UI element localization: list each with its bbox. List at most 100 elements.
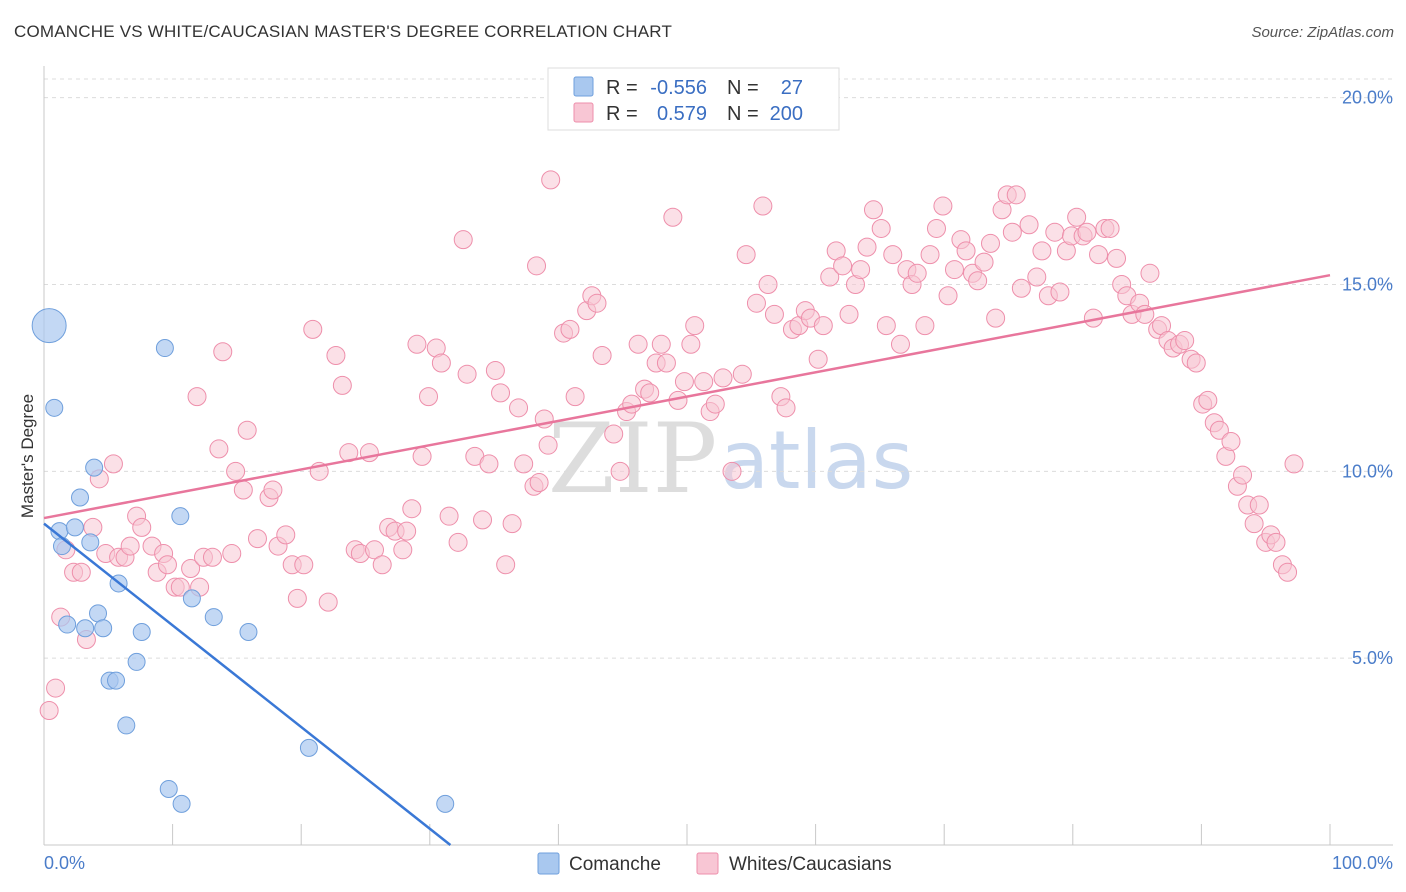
data-point-white bbox=[986, 308, 1006, 328]
data-point-white bbox=[39, 700, 59, 720]
legend-r-value-comanche: -0.556 bbox=[650, 77, 707, 99]
data-point-white bbox=[758, 275, 778, 295]
series-whites-caucasians bbox=[39, 170, 1304, 720]
y-tick-labels: 5.0% 10.0% 15.0% 20.0% bbox=[1342, 88, 1393, 668]
legend-n-value-comanche: 27 bbox=[781, 77, 803, 99]
data-point-white bbox=[933, 196, 953, 216]
y-tick-label: 15.0% bbox=[1342, 275, 1393, 295]
data-point-white bbox=[372, 555, 392, 575]
data-point-white bbox=[276, 525, 296, 545]
data-point-white bbox=[509, 398, 529, 418]
data-point-white bbox=[610, 461, 630, 481]
data-point-white bbox=[187, 387, 207, 407]
data-point-white bbox=[222, 544, 242, 564]
data-point-white bbox=[1032, 241, 1052, 261]
x-tick-label-max: 100.0% bbox=[1332, 853, 1393, 873]
data-point-white bbox=[233, 480, 253, 500]
data-point-white bbox=[1249, 495, 1269, 515]
data-point-white bbox=[883, 245, 903, 265]
data-point-white bbox=[1233, 465, 1253, 485]
data-point-white bbox=[565, 387, 585, 407]
data-point-white bbox=[1050, 282, 1070, 302]
data-point-white bbox=[651, 334, 671, 354]
legend-r-label-comanche: R = bbox=[606, 77, 638, 99]
data-point-comanche bbox=[127, 652, 146, 671]
data-point-white bbox=[938, 286, 958, 306]
data-point-white bbox=[1140, 263, 1160, 283]
data-point-white bbox=[1011, 278, 1031, 298]
data-point-white bbox=[479, 454, 499, 474]
data-point-white bbox=[1019, 215, 1039, 235]
data-point-white bbox=[397, 521, 417, 541]
data-point-white bbox=[764, 304, 784, 324]
data-point-white bbox=[808, 349, 828, 369]
data-point-white bbox=[681, 334, 701, 354]
x-tick-label-min: 0.0% bbox=[44, 853, 85, 873]
data-point-white bbox=[332, 375, 352, 395]
data-point-white bbox=[157, 555, 177, 575]
data-point-white bbox=[213, 342, 233, 362]
data-point-comanche bbox=[299, 738, 318, 757]
data-point-white bbox=[736, 245, 756, 265]
data-point-white bbox=[1107, 248, 1127, 268]
data-point-white bbox=[170, 577, 190, 597]
data-point-white bbox=[103, 454, 123, 474]
data-point-white bbox=[457, 364, 477, 384]
data-point-white bbox=[1027, 267, 1047, 287]
data-point-white bbox=[685, 316, 705, 336]
data-point-white bbox=[628, 334, 648, 354]
data-point-white bbox=[820, 267, 840, 287]
y-tick-label: 10.0% bbox=[1342, 461, 1393, 481]
data-point-white bbox=[1186, 353, 1206, 373]
data-point-comanche bbox=[65, 518, 84, 537]
data-point-white bbox=[529, 473, 549, 493]
data-point-white bbox=[1175, 331, 1195, 351]
data-point-white bbox=[674, 372, 694, 392]
data-point-comanche bbox=[171, 507, 190, 526]
data-point-white bbox=[1089, 245, 1109, 265]
data-point-white bbox=[944, 260, 964, 280]
legend-n-value-whites: 200 bbox=[770, 103, 803, 125]
data-point-white bbox=[587, 293, 607, 313]
data-point-white bbox=[439, 506, 459, 526]
data-point-comanche bbox=[117, 716, 136, 735]
data-point-white bbox=[926, 218, 946, 238]
data-point-white bbox=[209, 439, 229, 459]
watermark-zip: ZIP bbox=[548, 403, 717, 515]
bottom-legend-swatch-whites bbox=[696, 852, 719, 875]
data-point-white bbox=[656, 353, 676, 373]
data-point-white bbox=[485, 360, 505, 380]
data-point-comanche bbox=[89, 604, 108, 623]
data-point-white bbox=[263, 480, 283, 500]
axes bbox=[43, 66, 1393, 846]
trend-lines bbox=[43, 273, 1331, 846]
data-point-white bbox=[402, 499, 422, 519]
data-point-white bbox=[1045, 222, 1065, 242]
data-point-comanche bbox=[58, 615, 77, 634]
data-point-comanche bbox=[31, 308, 67, 344]
data-point-comanche bbox=[107, 671, 126, 690]
data-point-white bbox=[393, 540, 413, 560]
legend-n-label-comanche: N = bbox=[727, 77, 759, 99]
watermark-atlas: atlas bbox=[720, 414, 913, 507]
data-point-white bbox=[694, 372, 714, 392]
data-point-white bbox=[318, 592, 338, 612]
data-point-white bbox=[956, 241, 976, 261]
data-point-comanche bbox=[204, 608, 223, 627]
data-point-white bbox=[303, 319, 323, 339]
data-point-white bbox=[1209, 420, 1229, 440]
data-point-white bbox=[1284, 454, 1304, 474]
legend-r-value-whites: 0.579 bbox=[657, 103, 707, 125]
data-point-white bbox=[132, 517, 152, 537]
data-point-white bbox=[448, 532, 468, 552]
legend-r-label-whites: R = bbox=[606, 103, 638, 125]
data-point-white bbox=[1006, 185, 1026, 205]
y-tick-label: 20.0% bbox=[1342, 88, 1393, 108]
data-point-comanche bbox=[239, 623, 258, 642]
data-point-comanche bbox=[76, 619, 95, 638]
data-point-white bbox=[527, 256, 547, 276]
data-point-comanche bbox=[45, 398, 64, 417]
data-point-white bbox=[907, 263, 927, 283]
data-point-white bbox=[407, 334, 427, 354]
